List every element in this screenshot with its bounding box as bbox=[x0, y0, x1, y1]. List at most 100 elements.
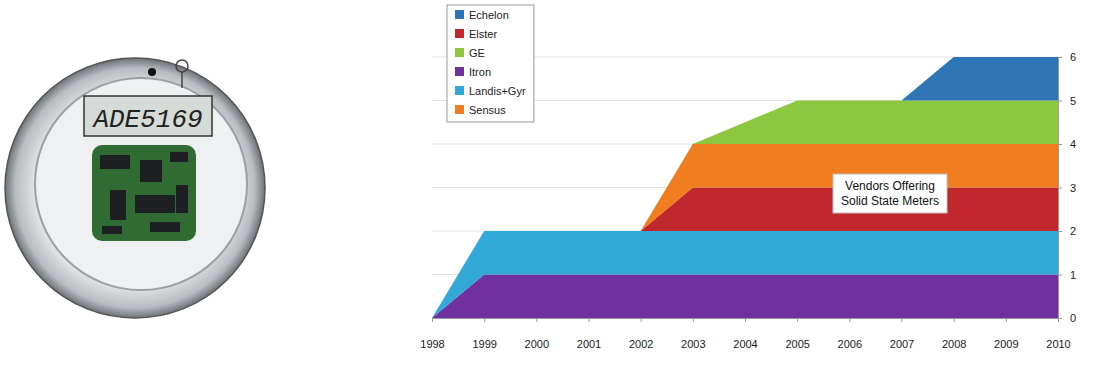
tick: 2006 bbox=[838, 318, 862, 350]
tick-mark bbox=[1058, 318, 1062, 319]
meter-chip bbox=[135, 195, 175, 213]
x-axis: 1998 1999 2000 2001 2002 2003 2004 2005 2006 2007… bbox=[420, 318, 1070, 350]
tick-label: 2002 bbox=[629, 338, 653, 350]
legend-swatch bbox=[455, 29, 464, 38]
tick-mark bbox=[1058, 57, 1062, 58]
meter-dot bbox=[148, 68, 156, 76]
legend-swatch bbox=[455, 86, 464, 95]
area bbox=[432, 101, 1058, 319]
tick-mark bbox=[849, 318, 850, 322]
legend: Echelon Elster GE Itron Landis+Gyr Sensus bbox=[447, 5, 534, 122]
legend-entry: Itron bbox=[455, 66, 491, 78]
area bbox=[432, 188, 1058, 319]
tick-mark bbox=[484, 318, 485, 322]
tick: 2008 bbox=[942, 318, 966, 350]
tick-label: 1999 bbox=[472, 338, 496, 350]
tick: 2010 bbox=[1046, 318, 1070, 350]
tick-mark bbox=[1058, 101, 1062, 102]
tick-label: 2007 bbox=[890, 338, 914, 350]
meter-key bbox=[181, 72, 183, 88]
tick-label: 2006 bbox=[838, 338, 862, 350]
meter: ADE5169 bbox=[5, 58, 265, 318]
legend-label: Landis+Gyr bbox=[469, 85, 526, 97]
tick: 6 bbox=[1058, 51, 1076, 63]
legend-label: GE bbox=[469, 47, 485, 59]
legend-entry: Sensus bbox=[455, 104, 506, 116]
legend-entry: Elster bbox=[455, 28, 497, 40]
tick-label: 3 bbox=[1070, 182, 1076, 194]
tick: 2003 bbox=[681, 318, 705, 350]
legend-entry: Landis+Gyr bbox=[455, 85, 526, 97]
tick: 2004 bbox=[733, 318, 757, 350]
tick-label: 1 bbox=[1070, 269, 1076, 281]
legend-label: Echelon bbox=[469, 9, 509, 21]
tick-mark bbox=[589, 318, 590, 322]
legend-swatch bbox=[455, 67, 464, 76]
meter-glass bbox=[35, 78, 247, 290]
tick: 1998 bbox=[420, 318, 444, 350]
tick-label: 5 bbox=[1070, 95, 1076, 107]
tick-mark bbox=[1058, 188, 1062, 189]
tick-label: 2004 bbox=[733, 338, 757, 350]
tick-label: 2000 bbox=[525, 338, 549, 350]
tick-mark bbox=[745, 318, 746, 322]
tick-mark bbox=[902, 318, 903, 322]
area bbox=[432, 275, 1058, 319]
axis-line bbox=[433, 319, 1059, 323]
legend-swatch bbox=[455, 10, 464, 19]
tick-mark bbox=[693, 318, 694, 322]
meter-chip bbox=[150, 222, 180, 232]
legend-swatch bbox=[455, 105, 464, 114]
tick-mark bbox=[797, 318, 798, 322]
tick-mark bbox=[641, 318, 642, 322]
canvas: ADE5169 1998 1999 2000 2001 2002 2003 2004 2005 2… bbox=[0, 0, 1097, 374]
tick: 2000 bbox=[525, 318, 549, 350]
tick: 5 bbox=[1058, 95, 1076, 107]
legend-label: Itron bbox=[469, 66, 491, 78]
axis-line bbox=[1059, 58, 1063, 319]
tick-label: 2001 bbox=[577, 338, 601, 350]
tick: 2007 bbox=[890, 318, 914, 350]
meter-chip bbox=[110, 190, 126, 220]
meter-display bbox=[84, 96, 212, 136]
meter-chip bbox=[140, 160, 162, 182]
tick-mark bbox=[1058, 144, 1062, 145]
meter-chip bbox=[102, 226, 122, 234]
meter-ring bbox=[5, 58, 265, 318]
tick-label: 2010 bbox=[1046, 338, 1070, 350]
meter-chip bbox=[176, 185, 188, 213]
legend-swatch bbox=[455, 48, 464, 57]
tick: 0 bbox=[1058, 312, 1076, 324]
tick-mark bbox=[1058, 231, 1062, 232]
tick: 2001 bbox=[577, 318, 601, 350]
meter-key bbox=[176, 60, 188, 72]
annotation-box bbox=[833, 174, 947, 213]
tick-label: 2005 bbox=[785, 338, 809, 350]
area bbox=[432, 231, 1058, 318]
annotation-text: Vendors OfferingSolid State Meters bbox=[841, 179, 939, 208]
meter-board bbox=[92, 145, 196, 241]
tick-label: 2003 bbox=[681, 338, 705, 350]
legend-entry: Echelon bbox=[455, 9, 509, 21]
tick: 2005 bbox=[785, 318, 809, 350]
tick: 2009 bbox=[994, 318, 1018, 350]
area bbox=[432, 144, 1058, 318]
tick: 2 bbox=[1058, 225, 1076, 237]
tick-mark bbox=[536, 318, 537, 322]
tick-mark bbox=[954, 318, 955, 322]
meter-display-text: ADE5169 bbox=[91, 105, 202, 135]
tick: 1 bbox=[1058, 269, 1076, 281]
tick: 3 bbox=[1058, 182, 1076, 194]
tick-label: 0 bbox=[1070, 312, 1076, 324]
tick: 2002 bbox=[629, 318, 653, 350]
tick: 1999 bbox=[472, 318, 496, 350]
annotation: Vendors OfferingSolid State Meters bbox=[833, 174, 947, 213]
legend-box bbox=[447, 5, 534, 122]
tick: 4 bbox=[1058, 138, 1076, 150]
tick-mark bbox=[432, 318, 433, 322]
tick-mark bbox=[1058, 275, 1062, 276]
tick-label: 2 bbox=[1070, 225, 1076, 237]
tick-label: 2009 bbox=[994, 338, 1018, 350]
meter-chip bbox=[170, 152, 188, 162]
tick-label: 2008 bbox=[942, 338, 966, 350]
